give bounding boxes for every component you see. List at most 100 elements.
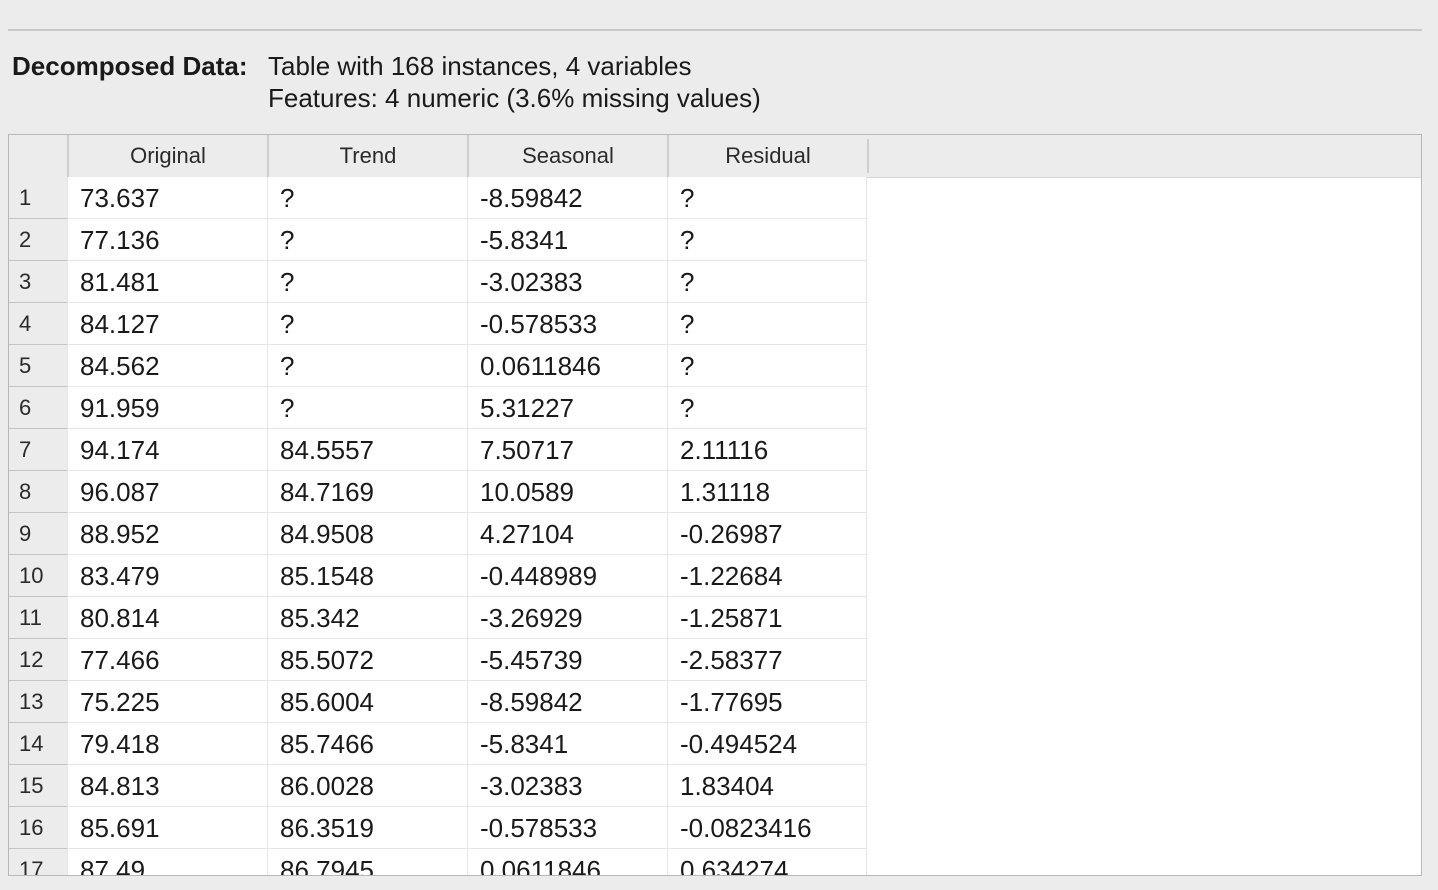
column-header-trend[interactable]: Trend	[267, 135, 467, 177]
cell-residual[interactable]: ?	[667, 345, 867, 387]
cell-trend[interactable]: 85.7466	[267, 723, 467, 765]
row-number[interactable]: 3	[9, 261, 67, 303]
table-row[interactable]: 6 91.959? 5.31227?	[9, 387, 1421, 429]
cell-seasonal[interactable]: -3.02383	[467, 261, 667, 303]
cell-residual[interactable]: -0.0823416	[667, 807, 867, 849]
table-row[interactable]: 10 83.479 85.1548 -0.448989 -1.22684	[9, 555, 1421, 597]
cell-residual[interactable]: -2.58377	[667, 639, 867, 681]
table-row[interactable]: 9 88.952 84.9508 4.27104 -0.26987	[9, 513, 1421, 555]
cell-original[interactable]: 77.466	[67, 639, 267, 681]
row-number[interactable]: 11	[9, 597, 67, 639]
cell-trend[interactable]: 85.342	[267, 597, 467, 639]
cell-residual[interactable]: 1.83404	[667, 765, 867, 807]
row-number[interactable]: 15	[9, 765, 67, 807]
cell-seasonal[interactable]: 5.31227	[467, 387, 667, 429]
cell-original[interactable]: 88.952	[67, 513, 267, 555]
column-header-original[interactable]: Original	[67, 135, 267, 177]
table-row[interactable]: 1 73.637? -8.59842?	[9, 177, 1421, 219]
row-number[interactable]: 16	[9, 807, 67, 849]
cell-original[interactable]: 73.637	[67, 177, 267, 219]
table-row[interactable]: 11 80.814 85.342 -3.26929 -1.25871	[9, 597, 1421, 639]
row-number[interactable]: 7	[9, 429, 67, 471]
row-number[interactable]: 2	[9, 219, 67, 261]
column-header-seasonal[interactable]: Seasonal	[467, 135, 667, 177]
cell-residual[interactable]: -0.26987	[667, 513, 867, 555]
cell-trend[interactable]: 86.0028	[267, 765, 467, 807]
cell-trend[interactable]: 86.7945	[267, 849, 467, 875]
cell-original[interactable]: 87.49	[67, 849, 267, 875]
cell-residual[interactable]: -1.77695	[667, 681, 867, 723]
row-number[interactable]: 10	[9, 555, 67, 597]
cell-trend[interactable]: 86.3519	[267, 807, 467, 849]
row-number[interactable]: 8	[9, 471, 67, 513]
table-row[interactable]: 5 84.562? 0.0611846?	[9, 345, 1421, 387]
row-number[interactable]: 14	[9, 723, 67, 765]
cell-original[interactable]: 84.562	[67, 345, 267, 387]
cell-seasonal[interactable]: -8.59842	[467, 681, 667, 723]
table-row[interactable]: 4 84.127? -0.578533?	[9, 303, 1421, 345]
cell-original[interactable]: 91.959	[67, 387, 267, 429]
cell-seasonal[interactable]: -5.45739	[467, 639, 667, 681]
cell-trend[interactable]: 85.1548	[267, 555, 467, 597]
row-number[interactable]: 1	[9, 177, 67, 219]
cell-trend[interactable]: 84.5557	[267, 429, 467, 471]
cell-seasonal[interactable]: -5.8341	[467, 219, 667, 261]
cell-original[interactable]: 77.136	[67, 219, 267, 261]
row-number[interactable]: 9	[9, 513, 67, 555]
data-table[interactable]: Original Trend Seasonal Residual 1 73.637…	[8, 134, 1422, 876]
cell-residual[interactable]: 2.11116	[667, 429, 867, 471]
row-number[interactable]: 6	[9, 387, 67, 429]
cell-original[interactable]: 94.174	[67, 429, 267, 471]
cell-original[interactable]: 79.418	[67, 723, 267, 765]
cell-seasonal[interactable]: 4.27104	[467, 513, 667, 555]
table-row[interactable]: 16 85.691 86.3519 -0.578533 -0.0823416	[9, 807, 1421, 849]
cell-trend[interactable]: ?	[267, 303, 467, 345]
cell-residual[interactable]: ?	[667, 177, 867, 219]
cell-original[interactable]: 85.691	[67, 807, 267, 849]
cell-residual[interactable]: -1.22684	[667, 555, 867, 597]
cell-seasonal[interactable]: -0.448989	[467, 555, 667, 597]
cell-trend[interactable]: ?	[267, 345, 467, 387]
cell-seasonal[interactable]: 0.0611846	[467, 849, 667, 875]
cell-seasonal[interactable]: 0.0611846	[467, 345, 667, 387]
cell-original[interactable]: 84.127	[67, 303, 267, 345]
cell-seasonal[interactable]: 10.0589	[467, 471, 667, 513]
cell-trend[interactable]: ?	[267, 177, 467, 219]
row-number[interactable]: 13	[9, 681, 67, 723]
cell-trend[interactable]: 84.7169	[267, 471, 467, 513]
cell-seasonal[interactable]: -0.578533	[467, 303, 667, 345]
cell-trend[interactable]: ?	[267, 219, 467, 261]
cell-residual[interactable]: ?	[667, 387, 867, 429]
table-row[interactable]: 7 94.174 84.5557 7.50717 2.11116	[9, 429, 1421, 471]
row-number[interactable]: 5	[9, 345, 67, 387]
cell-trend[interactable]: 85.5072	[267, 639, 467, 681]
cell-seasonal[interactable]: -0.578533	[467, 807, 667, 849]
cell-trend[interactable]: 84.9508	[267, 513, 467, 555]
table-row[interactable]: 13 75.225 85.6004 -8.59842 -1.77695	[9, 681, 1421, 723]
cell-original[interactable]: 75.225	[67, 681, 267, 723]
cell-original[interactable]: 84.813	[67, 765, 267, 807]
row-number[interactable]: 12	[9, 639, 67, 681]
cell-trend[interactable]: ?	[267, 387, 467, 429]
cell-original[interactable]: 80.814	[67, 597, 267, 639]
table-row[interactable]: 17 87.49 86.7945 0.0611846 0.634274	[9, 849, 1421, 875]
cell-seasonal[interactable]: -8.59842	[467, 177, 667, 219]
table-row[interactable]: 8 96.087 84.7169 10.0589 1.31118	[9, 471, 1421, 513]
cell-residual[interactable]: ?	[667, 303, 867, 345]
row-number[interactable]: 4	[9, 303, 67, 345]
table-row[interactable]: 12 77.466 85.5072 -5.45739 -2.58377	[9, 639, 1421, 681]
row-number[interactable]: 17	[9, 849, 67, 875]
column-header-residual[interactable]: Residual	[667, 135, 867, 177]
cell-trend[interactable]: ?	[267, 261, 467, 303]
cell-residual[interactable]: -0.494524	[667, 723, 867, 765]
cell-trend[interactable]: 85.6004	[267, 681, 467, 723]
cell-seasonal[interactable]: 7.50717	[467, 429, 667, 471]
cell-residual[interactable]: 1.31118	[667, 471, 867, 513]
cell-residual[interactable]: 0.634274	[667, 849, 867, 875]
cell-original[interactable]: 81.481	[67, 261, 267, 303]
table-row[interactable]: 14 79.418 85.7466 -5.8341 -0.494524	[9, 723, 1421, 765]
cell-original[interactable]: 96.087	[67, 471, 267, 513]
table-row[interactable]: 3 81.481? -3.02383?	[9, 261, 1421, 303]
cell-seasonal[interactable]: -3.02383	[467, 765, 667, 807]
cell-residual[interactable]: ?	[667, 261, 867, 303]
